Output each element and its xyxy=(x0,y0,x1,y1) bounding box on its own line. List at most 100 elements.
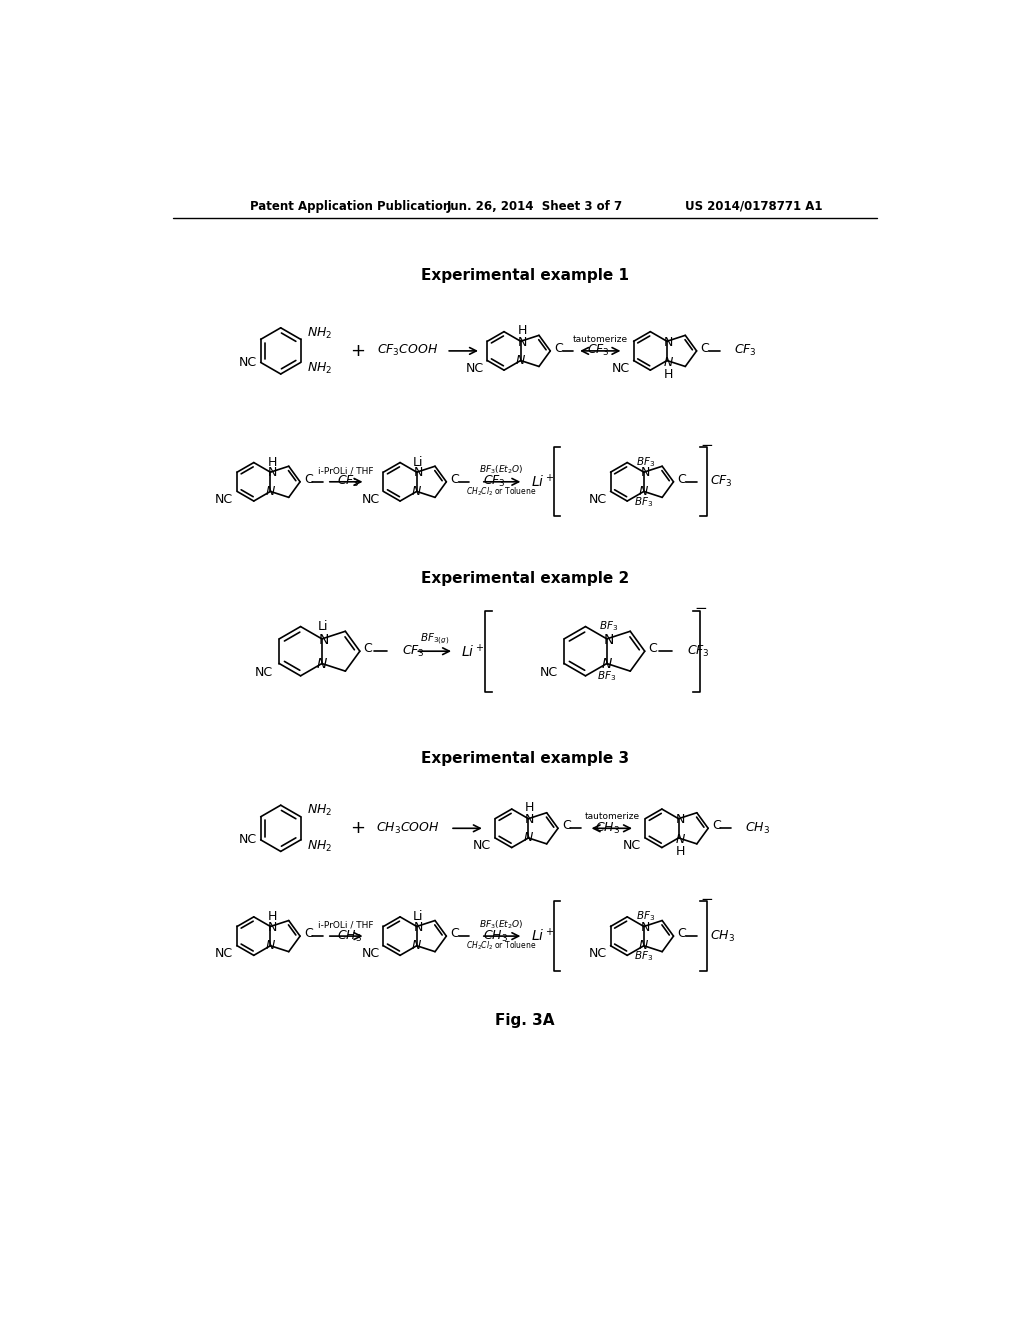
Text: NC: NC xyxy=(589,492,606,506)
Text: $CH_2Cl_2$ or Toluene: $CH_2Cl_2$ or Toluene xyxy=(467,486,537,498)
Text: $CH_3$: $CH_3$ xyxy=(745,821,770,836)
Text: NC: NC xyxy=(239,833,257,846)
Text: $BF_3$: $BF_3$ xyxy=(636,909,655,924)
Text: NC: NC xyxy=(215,492,233,506)
Text: NC: NC xyxy=(215,946,233,960)
Text: C: C xyxy=(648,643,657,656)
Text: $CF_3$: $CF_3$ xyxy=(711,474,733,490)
Text: NC: NC xyxy=(361,946,380,960)
Text: $CF_3$: $CF_3$ xyxy=(337,474,359,490)
Text: N: N xyxy=(517,335,527,348)
Text: $-$: $-$ xyxy=(700,890,713,906)
Text: $N$: $N$ xyxy=(663,355,674,368)
Text: $Li^+$: $Li^+$ xyxy=(530,473,554,491)
Text: NC: NC xyxy=(239,356,257,370)
Text: $BF_3$: $BF_3$ xyxy=(634,949,653,964)
Text: $NH_2$: $NH_2$ xyxy=(307,803,332,818)
Text: C: C xyxy=(677,473,686,486)
Text: NC: NC xyxy=(255,667,273,680)
Text: $CF_3$: $CF_3$ xyxy=(402,644,425,659)
Text: C: C xyxy=(562,820,570,833)
Text: N: N xyxy=(664,335,673,348)
Text: Experimental example 1: Experimental example 1 xyxy=(421,268,629,282)
Text: $-$: $-$ xyxy=(694,599,707,614)
Text: Experimental example 3: Experimental example 3 xyxy=(421,751,629,767)
Text: NC: NC xyxy=(624,840,641,853)
Text: Patent Application Publication: Patent Application Publication xyxy=(250,199,452,213)
Text: $N$: $N$ xyxy=(412,940,422,952)
Text: $N$: $N$ xyxy=(265,484,275,498)
Text: C: C xyxy=(304,927,312,940)
Text: H: H xyxy=(525,801,535,814)
Text: tautomerize: tautomerize xyxy=(585,812,639,821)
Text: $N$: $N$ xyxy=(601,656,612,671)
Text: C: C xyxy=(304,473,312,486)
Text: N: N xyxy=(603,634,613,647)
Text: C: C xyxy=(364,643,373,656)
Text: $CF_3COOH$: $CF_3COOH$ xyxy=(377,343,438,359)
Text: US 2014/0178771 A1: US 2014/0178771 A1 xyxy=(685,199,822,213)
Text: $NH_2$: $NH_2$ xyxy=(307,838,332,854)
Text: Li: Li xyxy=(413,909,424,923)
Text: +: + xyxy=(350,342,366,360)
Text: $CF_3$: $CF_3$ xyxy=(483,474,506,490)
Text: H: H xyxy=(267,909,276,923)
Text: $CH_3$: $CH_3$ xyxy=(595,821,620,836)
Text: $N$: $N$ xyxy=(638,484,649,498)
Text: $NH_2$: $NH_2$ xyxy=(307,362,332,376)
Text: C: C xyxy=(700,342,710,355)
Text: C: C xyxy=(677,927,686,940)
Text: Jun. 26, 2014  Sheet 3 of 7: Jun. 26, 2014 Sheet 3 of 7 xyxy=(446,199,623,213)
Text: $N$: $N$ xyxy=(265,940,275,952)
Text: $BF_3(Et_2O)$: $BF_3(Et_2O)$ xyxy=(479,465,524,477)
Text: NC: NC xyxy=(361,492,380,506)
Text: Fig. 3A: Fig. 3A xyxy=(495,1014,555,1028)
Text: NC: NC xyxy=(473,840,492,853)
Text: $NH_2$: $NH_2$ xyxy=(307,326,332,341)
Text: N: N xyxy=(318,632,329,647)
Text: H: H xyxy=(517,323,527,337)
Text: $BF_3(Et_2O)$: $BF_3(Et_2O)$ xyxy=(479,919,524,931)
Text: $CH_2Cl_2$ or Toluene: $CH_2Cl_2$ or Toluene xyxy=(467,940,537,952)
Text: NC: NC xyxy=(611,362,630,375)
Text: $CH_3$: $CH_3$ xyxy=(483,928,508,944)
Text: $N$: $N$ xyxy=(523,832,534,845)
Text: $BF_3$: $BF_3$ xyxy=(599,619,617,634)
Text: $BF_3$: $BF_3$ xyxy=(636,455,655,469)
Text: C: C xyxy=(712,820,721,833)
Text: $N$: $N$ xyxy=(675,833,686,846)
Text: $Li^+$: $Li^+$ xyxy=(530,928,554,945)
Text: N: N xyxy=(641,466,650,479)
Text: $N$: $N$ xyxy=(515,354,526,367)
Text: $CF_3$: $CF_3$ xyxy=(687,644,710,659)
Text: NC: NC xyxy=(465,362,483,375)
Text: H: H xyxy=(664,368,673,381)
Text: $BF_3$: $BF_3$ xyxy=(634,495,653,510)
Text: $CH_3COOH$: $CH_3COOH$ xyxy=(376,821,439,836)
Text: $CH_3$: $CH_3$ xyxy=(337,928,362,944)
Text: +: + xyxy=(350,820,366,837)
Text: i-PrOLi / THF: i-PrOLi / THF xyxy=(318,921,374,929)
Text: $N$: $N$ xyxy=(316,656,328,671)
Text: H: H xyxy=(267,455,276,469)
Text: N: N xyxy=(641,921,650,933)
Text: $BF_3$: $BF_3$ xyxy=(597,669,616,682)
Text: N: N xyxy=(414,466,423,479)
Text: Experimental example 2: Experimental example 2 xyxy=(421,570,629,586)
Text: $N$: $N$ xyxy=(638,940,649,952)
Text: N: N xyxy=(414,921,423,933)
Text: N: N xyxy=(676,813,685,826)
Text: N: N xyxy=(267,921,276,933)
Text: C: C xyxy=(451,927,459,940)
Text: $CH_3$: $CH_3$ xyxy=(711,928,735,944)
Text: $N$: $N$ xyxy=(412,484,422,498)
Text: NC: NC xyxy=(589,946,606,960)
Text: N: N xyxy=(525,813,535,826)
Text: tautomerize: tautomerize xyxy=(572,335,628,343)
Text: Li: Li xyxy=(318,620,329,634)
Text: $BF_{3(g)}$: $BF_{3(g)}$ xyxy=(420,631,450,647)
Text: i-PrOLi / THF: i-PrOLi / THF xyxy=(318,466,374,475)
Text: N: N xyxy=(267,466,276,479)
Text: $Li^+$: $Li^+$ xyxy=(462,643,485,660)
Text: $-$: $-$ xyxy=(700,436,713,451)
